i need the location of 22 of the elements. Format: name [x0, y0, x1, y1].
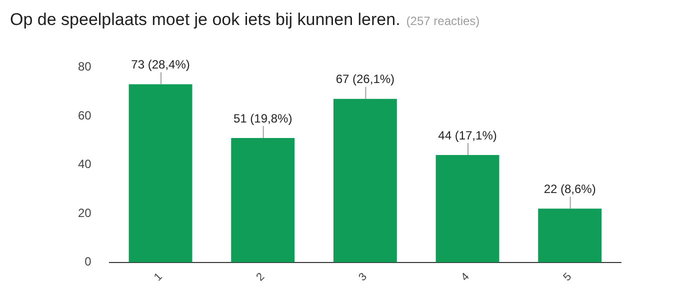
chart-subtitle: (257 reacties) [406, 14, 480, 28]
x-tick-label: 2 [254, 270, 268, 284]
x-tick-label: 3 [356, 270, 370, 284]
y-tick-label: 60 [78, 108, 92, 122]
x-tick-label: 4 [458, 270, 472, 284]
bar [333, 98, 397, 262]
y-tick-label: 20 [78, 206, 92, 220]
data-label: 22 (8,6%) [544, 182, 596, 196]
data-label: 67 (26,1%) [336, 72, 395, 86]
bar [128, 84, 192, 262]
x-tick-label: 5 [561, 270, 574, 284]
chart-title: Op de speelplaats moet je ook iets bij kunnen leren. [10, 10, 400, 29]
x-tick-label: 1 [152, 270, 165, 284]
data-label: 73 (28,4%) [131, 58, 190, 72]
bar [231, 138, 295, 262]
data-label: 44 (17,1%) [438, 128, 497, 142]
data-label: 51 (19,8%) [233, 111, 292, 126]
y-tick-label: 40 [78, 157, 92, 172]
bar [538, 208, 602, 262]
bar [436, 155, 500, 262]
y-tick-label: 0 [84, 254, 92, 269]
y-tick-label: 80 [78, 60, 92, 74]
